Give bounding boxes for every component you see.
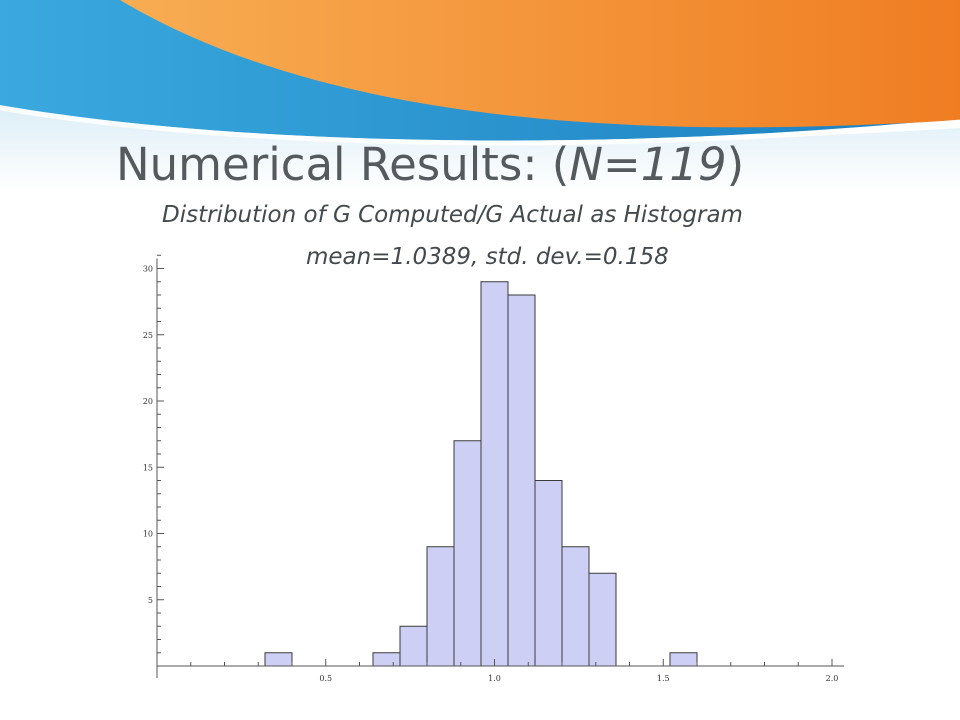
histogram-bar <box>561 546 590 667</box>
chart-stats: mean=1.0389, std. dev.=0.158 <box>306 244 669 270</box>
title-sample-size: N=119 <box>569 138 727 191</box>
histogram-bar <box>264 652 293 667</box>
title-close: ) <box>726 138 745 191</box>
histogram-bar <box>507 294 536 667</box>
histogram-bar <box>453 440 482 667</box>
x-tick-label: 2.0 <box>826 674 839 683</box>
y-tick-label: 20 <box>143 397 153 406</box>
x-tick-label: 1.0 <box>488 674 501 683</box>
banner-orange <box>0 0 960 128</box>
y-tick-label: 30 <box>143 265 153 274</box>
y-tick-label: 25 <box>143 331 153 340</box>
chart-subtitle: Distribution of G Computed/G Actual as H… <box>162 202 743 228</box>
banner-highlight <box>0 105 960 146</box>
histogram-bar <box>534 480 563 667</box>
x-tick-label: 1.5 <box>657 674 670 683</box>
header-banner <box>0 0 960 190</box>
histogram-bar <box>480 281 509 667</box>
x-tick-label: 0.5 <box>319 674 332 683</box>
histogram-bar <box>399 625 428 667</box>
y-tick-label: 10 <box>143 530 153 539</box>
histogram-bar <box>426 546 455 667</box>
y-tick-label: 5 <box>148 596 153 605</box>
histogram-bar <box>669 652 698 667</box>
y-tick-label: 15 <box>143 463 153 472</box>
title-main: Numerical Results: ( <box>116 138 570 191</box>
slide-title: Numerical Results: (N=119) <box>116 136 744 194</box>
histogram-bar <box>588 572 617 667</box>
histogram-bar <box>372 652 401 667</box>
